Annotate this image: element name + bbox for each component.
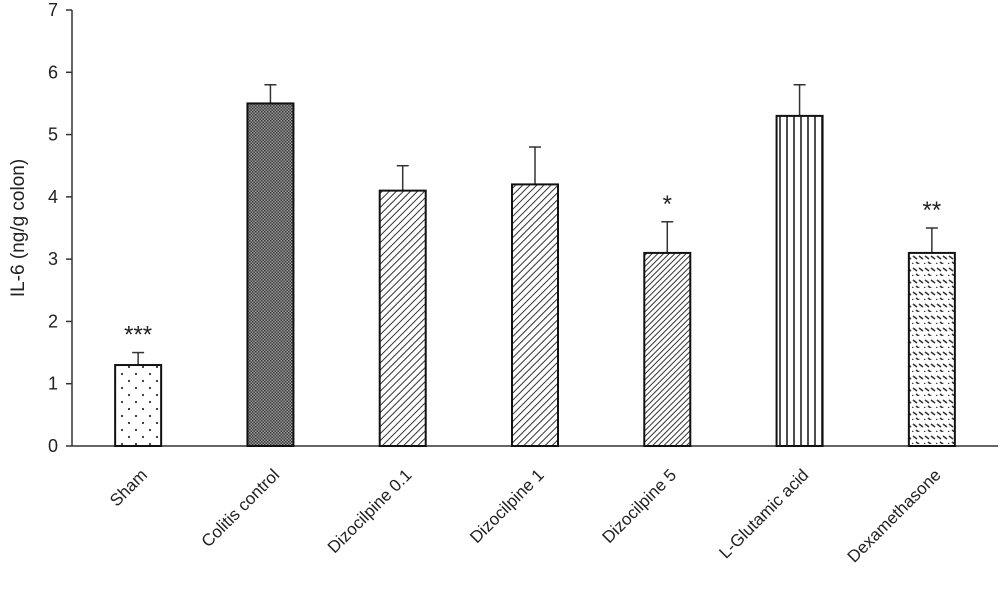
- significance-marker: **: [923, 197, 942, 224]
- significance-marker: ***: [124, 322, 152, 349]
- bar-dizocilpine-1: [511, 183, 559, 447]
- y-tick-label: 3: [48, 249, 58, 269]
- x-tick-label: Dexamethasone: [844, 465, 945, 566]
- y-tick-label: 6: [48, 62, 58, 82]
- bars: [114, 83, 956, 448]
- bar-colitis-control: [246, 102, 295, 448]
- bar-sham: [114, 364, 163, 447]
- bar-dizocilpine-5: [643, 251, 692, 447]
- significance-marker: *: [663, 191, 672, 218]
- x-tick-label: L-Glutamic acid: [715, 465, 812, 562]
- bar-dexamethasone: [907, 251, 956, 447]
- bar-l-glutamic-acid: [775, 114, 824, 447]
- y-tick-label: 0: [48, 436, 58, 456]
- x-tick-label: Sham: [106, 465, 151, 510]
- y-tick-label: 4: [48, 187, 58, 207]
- x-tick-label: Dizocilpine 1: [466, 465, 548, 547]
- bar-dizocilpine-0-1: [378, 189, 427, 447]
- y-tick-label: 2: [48, 311, 58, 331]
- y-tick-label: 5: [48, 125, 58, 145]
- y-axis-title: IL-6 (ng/g colon): [8, 159, 29, 297]
- y-tick-label: 1: [48, 374, 58, 394]
- x-tick-label: Dizocilpine 5: [599, 465, 681, 547]
- x-tick-label: Dizocilpine 0.1: [324, 465, 416, 557]
- y-tick-label: 7: [48, 0, 58, 20]
- x-tick-label: Colitis control: [198, 465, 284, 551]
